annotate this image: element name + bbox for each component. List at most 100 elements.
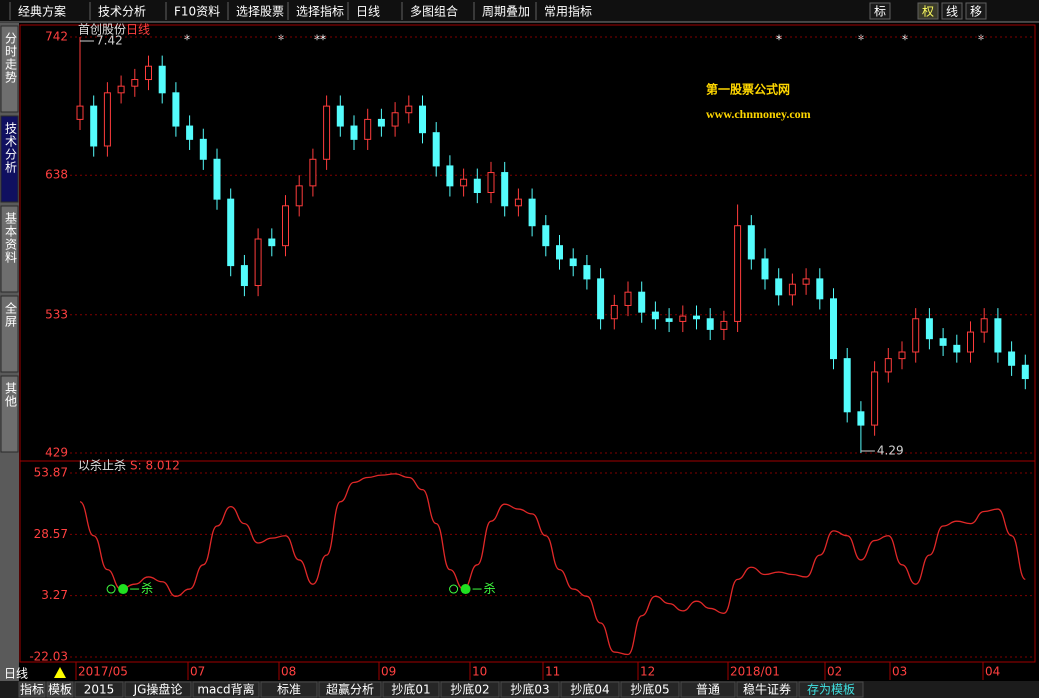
bottom-tab[interactable]	[192, 681, 260, 698]
menu-button-label[interactable]: 标	[874, 5, 886, 19]
candle-body	[857, 411, 865, 426]
side-tab[interactable]	[0, 295, 19, 373]
bottom-tab[interactable]	[382, 681, 440, 698]
bottom-tab-label[interactable]: 超赢分析	[326, 682, 374, 697]
candle-body	[980, 318, 988, 333]
candle-body	[871, 371, 879, 426]
candle-body	[282, 205, 289, 247]
candle-body	[446, 165, 454, 187]
bottom-tab-label[interactable]: 稳牛证券	[743, 682, 791, 697]
candle-body	[199, 138, 207, 160]
signal-hollow	[449, 584, 459, 594]
candle-body	[679, 315, 687, 322]
side-tab[interactable]	[0, 115, 19, 203]
menu-button[interactable]	[941, 2, 963, 20]
candle-body	[583, 265, 591, 280]
side-tab-label[interactable]: 全屏	[4, 301, 18, 328]
bottom-tab[interactable]	[440, 681, 500, 698]
menu-item[interactable]: 选择股票	[236, 5, 284, 19]
side-tab-label[interactable]: 分时走势	[4, 32, 18, 84]
candle-body	[761, 258, 769, 280]
side-tab[interactable]	[0, 375, 19, 453]
side-tab[interactable]	[0, 25, 19, 113]
bottom-tab[interactable]	[500, 681, 560, 698]
menu-item[interactable]: 周期叠加	[482, 5, 530, 19]
candle-body	[651, 311, 659, 320]
side-tab-label[interactable]: 技术分析	[4, 122, 18, 174]
candle-body	[76, 105, 84, 120]
candle-body	[90, 105, 98, 147]
bottom-tab[interactable]	[18, 681, 46, 698]
candle-body	[994, 318, 1002, 353]
bottom-tab[interactable]	[680, 681, 736, 698]
bottom-tab[interactable]	[620, 681, 680, 698]
bottom-tab-label[interactable]: 普通	[696, 683, 720, 697]
menu-item[interactable]: 常用指标	[544, 4, 592, 19]
bottom-tab[interactable]	[46, 681, 74, 698]
bottom-tab-label[interactable]: 抄底04	[570, 682, 609, 697]
marker: *	[278, 33, 284, 47]
candle-body	[665, 318, 673, 322]
bottom-tab-label[interactable]: 抄底05	[630, 682, 669, 697]
bottom-tab[interactable]	[736, 681, 798, 698]
indicator-line	[79, 473, 1026, 656]
candle-body	[350, 125, 358, 140]
candle-body	[898, 351, 906, 360]
candle-body	[939, 338, 947, 346]
date-label: 08	[281, 665, 296, 679]
bottom-tab[interactable]	[318, 681, 382, 698]
menu-item[interactable]: 选择指标	[296, 4, 344, 19]
bottom-tab-label[interactable]: 标准	[277, 683, 301, 697]
date-label: 2018/01	[730, 665, 780, 679]
signal-hollow	[106, 584, 116, 594]
candle-body	[227, 198, 235, 267]
menu-item[interactable]: 技术分析	[98, 5, 146, 19]
date-label: 04	[985, 665, 1000, 679]
menu-button[interactable]	[917, 2, 939, 20]
date-label: 11	[545, 665, 560, 679]
menu-button-label[interactable]: 权	[922, 5, 934, 19]
y-tick-label: 742	[45, 30, 68, 44]
side-tab[interactable]	[0, 205, 19, 293]
bottom-tab-label[interactable]: 抄底03	[510, 682, 549, 697]
date-label: 12	[640, 665, 655, 679]
menu-item[interactable]: 经典方案	[18, 4, 66, 19]
candle-body	[528, 198, 536, 227]
candle-body	[309, 158, 317, 187]
bottom-tab-label[interactable]: 2015	[84, 683, 115, 697]
candle-body	[240, 265, 248, 287]
menu-button[interactable]	[869, 2, 891, 20]
bottom-tab-label[interactable]: 抄底01	[391, 682, 430, 697]
candle-body	[364, 118, 372, 140]
candle-body	[158, 65, 166, 94]
bottom-tab-label[interactable]: macd背离	[197, 682, 254, 697]
candle-body	[597, 278, 605, 320]
candle-body	[405, 105, 413, 114]
menu-button-label[interactable]: 线	[946, 5, 958, 19]
marker: *	[776, 33, 782, 47]
menu-button[interactable]	[965, 2, 987, 20]
candle-body	[830, 298, 837, 360]
menu-item[interactable]: 多图组合	[410, 4, 458, 19]
price-annotation: 4.29	[877, 444, 904, 458]
side-tab-label[interactable]: 基本资料	[4, 212, 18, 264]
bottom-tab[interactable]	[260, 681, 318, 698]
bottom-tab-label[interactable]: 抄底02	[450, 682, 489, 697]
bottom-tab-label[interactable]: 存为模板	[807, 683, 855, 697]
bottom-tab[interactable]	[560, 681, 620, 698]
bottom-tab-label[interactable]: 模板	[48, 683, 72, 697]
menu-button-label[interactable]: 移	[970, 5, 982, 19]
watermark-title: 第一股票公式网	[706, 82, 790, 97]
candle-body	[254, 238, 262, 287]
bottom-tab[interactable]	[74, 681, 124, 698]
menu-item[interactable]: 日线	[356, 5, 380, 19]
side-tab-label[interactable]: 其他	[4, 382, 18, 408]
menu-item[interactable]: F10资料	[174, 5, 220, 19]
candle-body	[186, 125, 194, 140]
bottom-tab[interactable]	[124, 681, 192, 698]
bottom-tab[interactable]	[798, 681, 864, 698]
bottom-tab-label[interactable]: 指标	[20, 682, 44, 697]
bottom-tab-label[interactable]: JG操盘论	[133, 682, 183, 697]
